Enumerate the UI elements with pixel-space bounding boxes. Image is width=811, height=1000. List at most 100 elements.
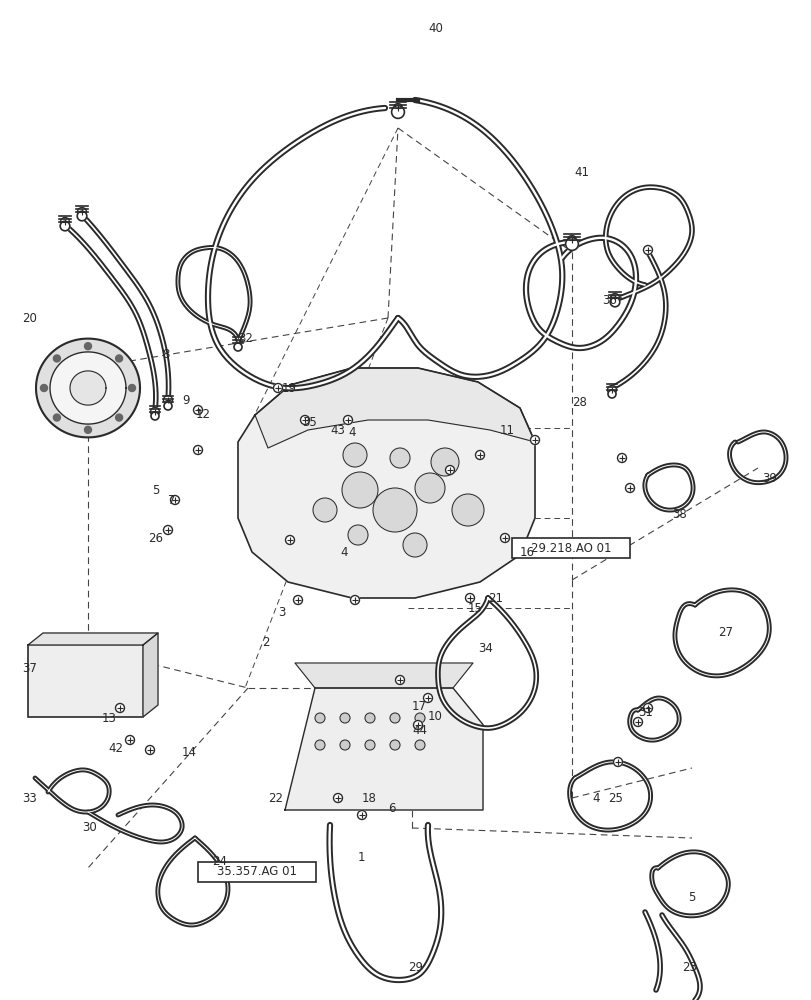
Circle shape xyxy=(315,713,324,723)
Circle shape xyxy=(77,211,87,221)
Polygon shape xyxy=(255,368,534,448)
Circle shape xyxy=(193,406,202,414)
Circle shape xyxy=(115,355,122,362)
Text: 35.357.AG 01: 35.357.AG 01 xyxy=(217,865,297,878)
Circle shape xyxy=(164,402,172,410)
Text: 2: 2 xyxy=(262,636,269,648)
Circle shape xyxy=(414,713,424,723)
Text: 4: 4 xyxy=(340,546,347,558)
Text: 6: 6 xyxy=(388,801,395,814)
Circle shape xyxy=(389,740,400,750)
Circle shape xyxy=(413,720,422,729)
Circle shape xyxy=(372,488,417,532)
Circle shape xyxy=(365,713,375,723)
Text: 18: 18 xyxy=(362,791,376,804)
Text: 3: 3 xyxy=(277,605,285,618)
Text: 37: 37 xyxy=(22,662,36,674)
Circle shape xyxy=(128,384,135,391)
Text: 11: 11 xyxy=(500,424,514,436)
Text: 31: 31 xyxy=(637,706,652,718)
Circle shape xyxy=(315,740,324,750)
Text: 10: 10 xyxy=(427,710,442,722)
Circle shape xyxy=(343,416,352,424)
Circle shape xyxy=(170,495,179,504)
Text: 4: 4 xyxy=(591,791,599,804)
Circle shape xyxy=(389,713,400,723)
Circle shape xyxy=(642,245,652,254)
Text: 33: 33 xyxy=(22,791,36,804)
Text: 27: 27 xyxy=(717,626,732,638)
Circle shape xyxy=(150,408,159,416)
Circle shape xyxy=(193,446,202,454)
Circle shape xyxy=(84,426,92,433)
Text: 42: 42 xyxy=(108,741,122,754)
Bar xyxy=(198,862,315,882)
Text: 16: 16 xyxy=(519,546,534,558)
Circle shape xyxy=(145,745,154,754)
Text: 34: 34 xyxy=(478,642,492,654)
Circle shape xyxy=(389,448,410,468)
Circle shape xyxy=(54,355,60,362)
Polygon shape xyxy=(70,371,106,405)
Circle shape xyxy=(530,436,539,444)
Circle shape xyxy=(391,106,404,118)
Circle shape xyxy=(300,416,309,424)
Circle shape xyxy=(445,466,454,475)
Circle shape xyxy=(365,740,375,750)
Text: 26: 26 xyxy=(148,532,163,544)
Circle shape xyxy=(60,221,70,231)
Polygon shape xyxy=(294,663,473,688)
Circle shape xyxy=(423,694,432,702)
Text: 17: 17 xyxy=(411,700,427,712)
Text: 35: 35 xyxy=(302,416,316,428)
Text: 44: 44 xyxy=(411,724,427,737)
Text: 38: 38 xyxy=(672,508,686,522)
Text: 9: 9 xyxy=(182,393,189,406)
Text: 1: 1 xyxy=(358,851,365,864)
Text: 20: 20 xyxy=(22,312,36,324)
Text: 14: 14 xyxy=(182,745,197,758)
Circle shape xyxy=(393,104,402,113)
Circle shape xyxy=(414,740,424,750)
Circle shape xyxy=(342,443,367,467)
Circle shape xyxy=(234,343,242,351)
Circle shape xyxy=(350,595,359,604)
Text: 36: 36 xyxy=(601,294,616,306)
Circle shape xyxy=(312,498,337,522)
Polygon shape xyxy=(238,368,534,598)
Text: 32: 32 xyxy=(238,332,252,344)
Circle shape xyxy=(465,593,474,602)
Circle shape xyxy=(54,414,60,421)
Polygon shape xyxy=(36,339,139,437)
Circle shape xyxy=(431,448,458,476)
Circle shape xyxy=(607,385,616,394)
Circle shape xyxy=(609,297,619,307)
Circle shape xyxy=(126,735,135,744)
Text: 5: 5 xyxy=(687,892,694,904)
Circle shape xyxy=(273,383,282,392)
Circle shape xyxy=(340,740,350,750)
Circle shape xyxy=(613,758,622,766)
Circle shape xyxy=(348,525,367,545)
Text: 22: 22 xyxy=(268,791,283,804)
Text: 29.218.AO 01: 29.218.AO 01 xyxy=(530,542,611,554)
Circle shape xyxy=(163,526,172,534)
Text: 43: 43 xyxy=(329,424,345,436)
Circle shape xyxy=(333,793,342,802)
Circle shape xyxy=(607,390,616,398)
Circle shape xyxy=(567,235,576,244)
Circle shape xyxy=(115,414,122,421)
Polygon shape xyxy=(50,352,126,424)
Text: 28: 28 xyxy=(571,395,586,408)
Text: 19: 19 xyxy=(281,381,297,394)
Bar xyxy=(28,645,143,717)
Text: 39: 39 xyxy=(761,472,776,485)
Circle shape xyxy=(357,810,366,819)
Text: 24: 24 xyxy=(212,855,227,868)
Circle shape xyxy=(151,412,159,420)
Circle shape xyxy=(341,472,378,508)
Circle shape xyxy=(115,704,124,712)
Circle shape xyxy=(565,238,577,250)
Text: 25: 25 xyxy=(607,791,622,804)
Circle shape xyxy=(414,473,444,503)
